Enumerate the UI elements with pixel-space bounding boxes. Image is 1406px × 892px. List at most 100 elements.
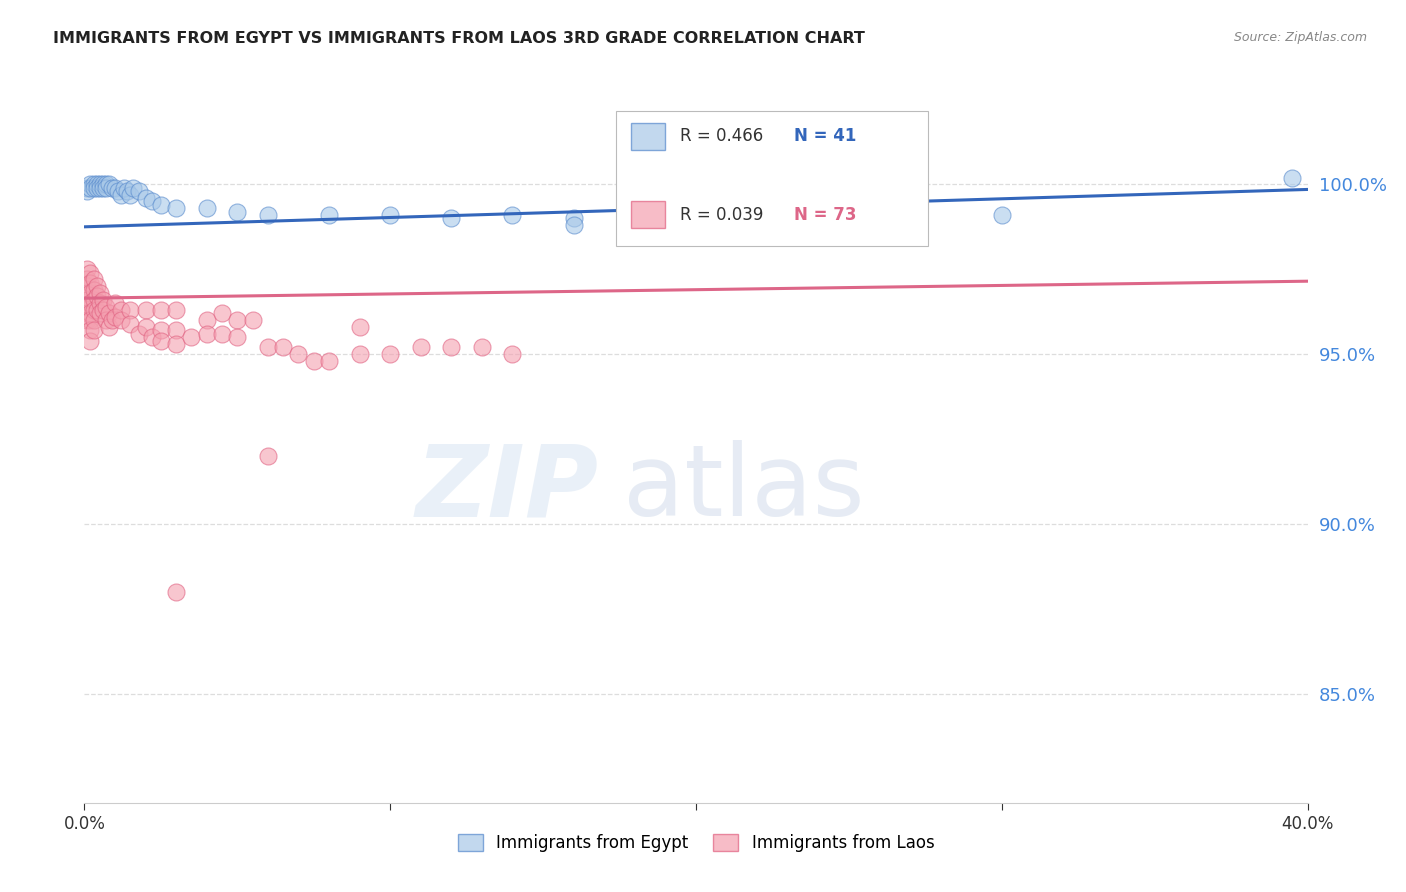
Point	[110, 303, 132, 318]
Point	[226, 313, 249, 327]
Point	[149, 323, 172, 337]
Point	[83, 178, 105, 192]
Point	[242, 313, 264, 327]
Point	[76, 184, 98, 198]
Point	[409, 341, 432, 355]
Point	[318, 208, 340, 222]
Point	[83, 272, 105, 286]
Point	[349, 347, 371, 361]
Point	[122, 180, 145, 194]
Point	[89, 296, 111, 310]
Point	[110, 313, 132, 327]
Point	[104, 180, 127, 194]
Point	[380, 208, 402, 222]
Point	[79, 286, 101, 301]
Point	[1281, 170, 1303, 185]
Point	[97, 306, 120, 320]
Point	[165, 585, 187, 599]
Text: atlas: atlas	[623, 441, 865, 537]
Point	[149, 303, 172, 318]
Point	[195, 201, 218, 215]
Point	[502, 347, 524, 361]
Point	[195, 313, 218, 327]
Point	[128, 326, 150, 341]
Point	[195, 326, 218, 341]
Text: N = 41: N = 41	[794, 128, 856, 145]
Point	[380, 347, 402, 361]
Point	[685, 204, 707, 219]
Point	[79, 306, 101, 320]
Point	[97, 320, 120, 334]
Point	[83, 293, 105, 307]
Point	[991, 208, 1014, 222]
Point	[94, 300, 117, 314]
Point	[165, 337, 187, 351]
Text: Source: ZipAtlas.com: Source: ZipAtlas.com	[1233, 31, 1367, 45]
Point	[83, 283, 105, 297]
Point	[79, 323, 101, 337]
Point	[226, 330, 249, 344]
Point	[79, 266, 101, 280]
Point	[91, 180, 114, 194]
Point	[165, 323, 187, 337]
Point	[440, 341, 463, 355]
Point	[149, 334, 172, 348]
Point	[104, 310, 127, 324]
Point	[79, 334, 101, 348]
Point	[120, 187, 142, 202]
Point	[76, 279, 98, 293]
Point	[165, 303, 187, 318]
Point	[76, 293, 98, 307]
Point	[287, 347, 309, 361]
Point	[101, 180, 124, 194]
Point	[135, 191, 157, 205]
Point	[86, 303, 108, 318]
Text: ZIP: ZIP	[415, 441, 598, 537]
Point	[120, 317, 142, 331]
Point	[302, 354, 325, 368]
Point	[79, 180, 101, 194]
Point	[562, 218, 585, 232]
Point	[104, 296, 127, 310]
Point	[83, 323, 105, 337]
Point	[115, 184, 138, 198]
Point	[83, 313, 105, 327]
Point	[76, 272, 98, 286]
Point	[165, 201, 187, 215]
Point	[257, 341, 280, 355]
Point	[135, 303, 157, 318]
Text: IMMIGRANTS FROM EGYPT VS IMMIGRANTS FROM LAOS 3RD GRADE CORRELATION CHART: IMMIGRANTS FROM EGYPT VS IMMIGRANTS FROM…	[53, 31, 865, 46]
FancyBboxPatch shape	[616, 111, 928, 246]
Bar	[631, 202, 665, 228]
Point	[91, 293, 114, 307]
Point	[89, 178, 111, 192]
Point	[349, 320, 371, 334]
Point	[91, 303, 114, 318]
Point	[91, 178, 114, 192]
Point	[440, 211, 463, 226]
Point	[76, 300, 98, 314]
Point	[94, 313, 117, 327]
Point	[107, 184, 129, 198]
Point	[89, 306, 111, 320]
Point	[226, 204, 249, 219]
Point	[86, 279, 108, 293]
Point	[76, 180, 98, 194]
Text: R = 0.039: R = 0.039	[681, 206, 763, 224]
Point	[112, 180, 135, 194]
Point	[83, 180, 105, 194]
Point	[257, 449, 280, 463]
Point	[257, 208, 280, 222]
Text: N = 73: N = 73	[794, 206, 856, 224]
Point	[128, 184, 150, 198]
Point	[79, 313, 101, 327]
Point	[141, 330, 163, 344]
Point	[471, 341, 494, 355]
Point	[271, 341, 294, 355]
Point	[502, 208, 524, 222]
Legend: Immigrants from Egypt, Immigrants from Laos: Immigrants from Egypt, Immigrants from L…	[451, 827, 941, 859]
Point	[89, 286, 111, 301]
Point	[149, 198, 172, 212]
Point	[110, 187, 132, 202]
Point	[141, 194, 163, 209]
